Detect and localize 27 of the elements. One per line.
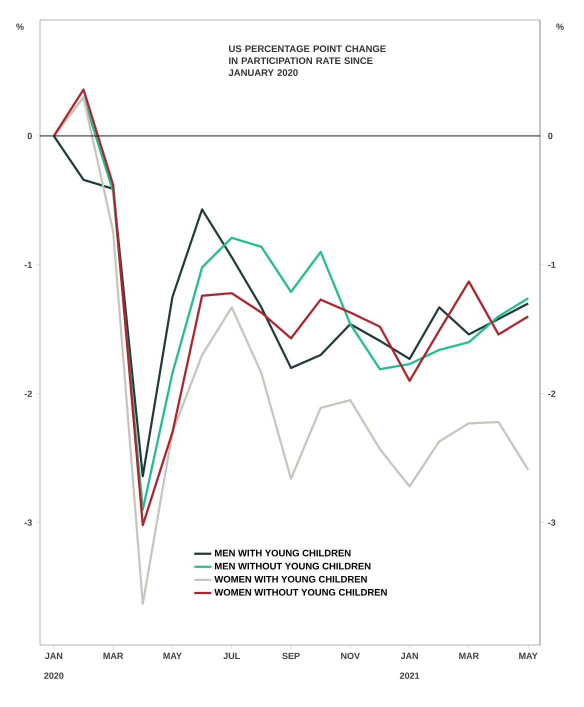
y-tick-label: -3 <box>24 519 32 526</box>
y2-tick-label: -2 <box>548 390 556 397</box>
legend-label: MEN WITHOUT YOUNG CHILDREN <box>215 562 370 570</box>
y-tick-label: -1 <box>24 262 32 268</box>
y2-tick-label: -3 <box>548 519 556 526</box>
legend-label: MEN WITH YOUNG CHILDREN <box>215 550 350 556</box>
x-tick-label: JAN <box>400 652 418 660</box>
y-tick-label: 0 <box>28 132 32 140</box>
y-axis-title: % <box>16 24 24 30</box>
y2-tick-label: -1 <box>548 262 556 268</box>
text: 2020 <box>44 672 64 679</box>
x-tick-label: MAY <box>519 652 538 659</box>
x-tick-label: NOV <box>341 652 360 660</box>
line-series <box>52 96 530 605</box>
x-tick-label: SEP <box>282 652 300 660</box>
legend-label: WOMEN WITHOUT YOUNG CHILDREN <box>214 588 387 596</box>
x-tick-label: JUL <box>223 652 240 660</box>
text: 2021 <box>400 672 420 679</box>
x-tick-label: JAN <box>45 652 62 660</box>
legend-label: WOMEN WITH YOUNG CHILDREN <box>214 576 367 583</box>
y2-tick-label: 0 <box>548 132 552 140</box>
text: US PERCENTAGE POINT CHANGE IN PARTICIPATION RATE SINCE JANUARY 2020 <box>228 45 386 76</box>
y2-axis-title: % <box>556 24 564 30</box>
y-tick-label: -2 <box>24 390 32 397</box>
x-tick-label: MAR <box>104 652 124 659</box>
x-tick-label: MAY <box>163 652 182 659</box>
x-tick-label: MAR <box>459 652 479 659</box>
